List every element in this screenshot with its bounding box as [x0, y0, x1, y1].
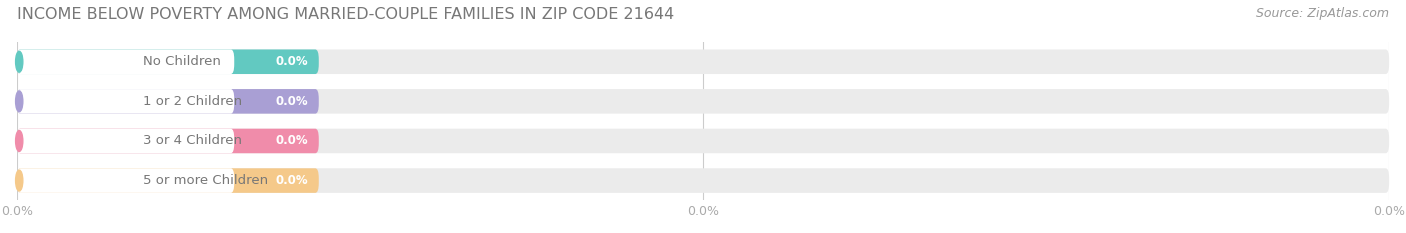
FancyBboxPatch shape — [17, 168, 319, 193]
Text: 1 or 2 Children: 1 or 2 Children — [143, 95, 242, 108]
FancyBboxPatch shape — [17, 49, 1389, 74]
FancyBboxPatch shape — [17, 89, 319, 114]
Text: 0.0%: 0.0% — [276, 134, 308, 147]
Text: Source: ZipAtlas.com: Source: ZipAtlas.com — [1256, 7, 1389, 20]
Text: 0.0%: 0.0% — [276, 55, 308, 68]
Text: INCOME BELOW POVERTY AMONG MARRIED-COUPLE FAMILIES IN ZIP CODE 21644: INCOME BELOW POVERTY AMONG MARRIED-COUPL… — [17, 7, 673, 22]
Text: 5 or more Children: 5 or more Children — [143, 174, 269, 187]
Circle shape — [15, 91, 22, 112]
Text: 0.0%: 0.0% — [276, 95, 308, 108]
FancyBboxPatch shape — [17, 49, 235, 74]
Text: 3 or 4 Children: 3 or 4 Children — [143, 134, 242, 147]
Circle shape — [15, 170, 22, 191]
FancyBboxPatch shape — [17, 129, 319, 153]
FancyBboxPatch shape — [17, 129, 235, 153]
FancyBboxPatch shape — [17, 89, 235, 114]
FancyBboxPatch shape — [17, 168, 235, 193]
Circle shape — [15, 51, 22, 72]
FancyBboxPatch shape — [17, 168, 1389, 193]
FancyBboxPatch shape — [17, 89, 1389, 114]
Text: 0.0%: 0.0% — [276, 174, 308, 187]
Text: No Children: No Children — [143, 55, 221, 68]
FancyBboxPatch shape — [17, 49, 319, 74]
Circle shape — [15, 130, 22, 151]
FancyBboxPatch shape — [17, 129, 1389, 153]
